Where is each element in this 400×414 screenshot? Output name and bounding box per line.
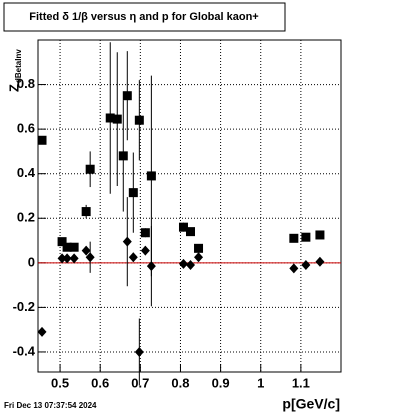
marker	[57, 237, 67, 247]
marker	[118, 151, 128, 161]
marker	[57, 253, 67, 264]
marker	[178, 258, 188, 269]
marker	[289, 263, 299, 274]
chart-title: Fitted δ 1/β versus η and p for Global k…	[29, 11, 258, 23]
marker	[194, 252, 204, 263]
marker	[289, 233, 299, 243]
marker	[85, 164, 95, 174]
marker	[134, 346, 144, 357]
marker	[62, 253, 72, 264]
marker	[315, 230, 325, 240]
marker	[146, 171, 156, 181]
x-tick-label: 0.8	[171, 375, 189, 390]
y-tick-label: 0.6	[17, 121, 35, 136]
marker	[186, 260, 196, 271]
marker	[37, 135, 47, 145]
x-tick-label: 0.6	[91, 375, 109, 390]
marker	[122, 91, 132, 101]
x-tick-label: 1.1	[292, 375, 310, 390]
marker	[146, 261, 156, 272]
marker	[134, 115, 144, 125]
marker	[315, 256, 325, 267]
marker	[178, 222, 188, 232]
marker	[85, 252, 95, 263]
marker	[301, 260, 311, 271]
marker	[194, 243, 204, 253]
marker	[81, 207, 91, 217]
x-tick-label: 0.7	[131, 375, 149, 390]
y-tick-label: 0.4	[17, 165, 36, 180]
y-tick-label: 0.8	[17, 76, 35, 91]
title-box	[3, 2, 286, 32]
marker	[112, 114, 122, 124]
marker	[140, 228, 150, 238]
marker	[128, 252, 138, 263]
marker	[128, 188, 138, 198]
y-tick-label: 0.2	[17, 210, 35, 225]
marker	[69, 242, 79, 252]
x-tick-label: 1	[257, 375, 264, 390]
y-axis-title-sub: dBetaInv	[14, 49, 23, 83]
marker	[301, 232, 311, 242]
marker	[37, 326, 47, 337]
y-tick-label: -0.4	[13, 343, 36, 358]
marker	[122, 236, 132, 247]
x-tick-label: 0.5	[51, 375, 69, 390]
marker	[105, 113, 115, 123]
marker	[69, 253, 79, 264]
y-tick-label: -0.2	[13, 299, 35, 314]
y-axis-title: Z dBetaInv	[6, 49, 23, 92]
x-tick-label: 0.9	[212, 375, 230, 390]
marker	[81, 245, 91, 256]
y-axis-title-main: Z	[6, 84, 21, 92]
marker	[140, 245, 150, 256]
marker	[62, 242, 72, 252]
marker	[186, 227, 196, 237]
plot-frame	[37, 39, 342, 373]
y-tick-label: 0	[28, 254, 35, 269]
footer: Fri Dec 13 07:37:54 2024	[4, 401, 97, 410]
x-axis-title: p[GeV/c]	[282, 396, 340, 412]
